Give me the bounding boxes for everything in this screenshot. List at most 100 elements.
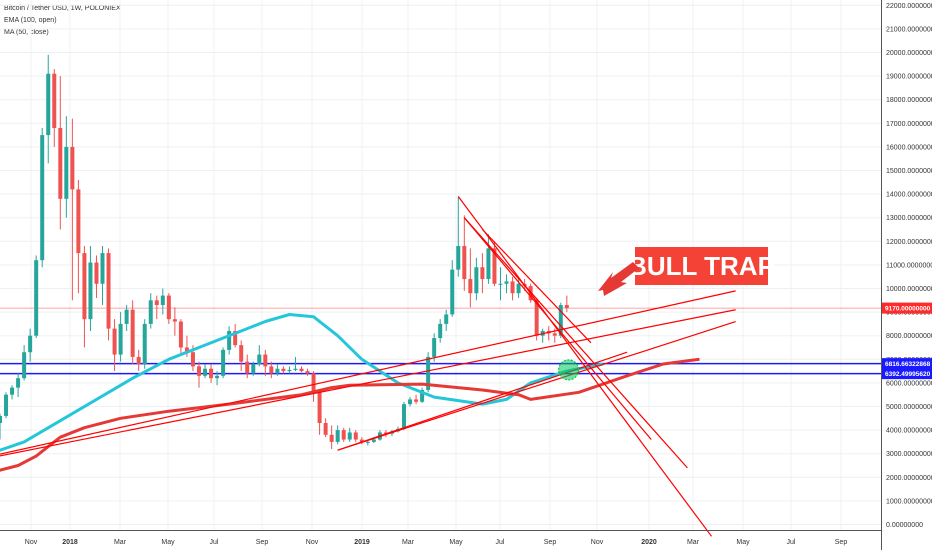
x-tick-label: Sep (544, 539, 557, 546)
y-tick-label: 20000.00000000 (886, 50, 932, 57)
candle-body (353, 432, 358, 440)
candle-body (450, 269, 455, 315)
candle-body (76, 189, 81, 254)
horizontal-levels (0, 307, 881, 375)
candle-body (245, 361, 250, 374)
candle-body (486, 248, 491, 280)
x-tick-label: May (161, 539, 175, 546)
candle-body (371, 439, 376, 442)
y-tick-label: 13000.00000000 (886, 215, 932, 222)
x-tick-label: 2020 (641, 539, 657, 546)
y-tick-label: 14000.00000000 (886, 192, 932, 199)
candle-body (64, 146, 69, 199)
trend-line (457, 196, 713, 537)
candle-body (329, 434, 334, 442)
x-tick-label: Sep (256, 539, 269, 546)
candle-body (444, 314, 449, 324)
bull-trap-box (635, 247, 768, 285)
candle-body (34, 260, 39, 336)
y-tick-label: 22000.00000000 (886, 3, 932, 10)
candle-body (118, 323, 123, 355)
candle-body (82, 253, 87, 320)
y-tick-label: 5000.00000000 (886, 404, 932, 411)
candle-body (552, 333, 557, 336)
y-tick-label: 17000.00000000 (886, 121, 932, 128)
candle-body (16, 378, 21, 388)
ema-indicator-label: EMA (100, open) (4, 17, 57, 24)
candle-body (504, 281, 509, 284)
candle-body (558, 305, 563, 336)
candle-body (4, 394, 9, 416)
candle-body (100, 253, 105, 284)
candle-body (492, 248, 497, 284)
trend-line (0, 290, 736, 455)
y-tick-label: 8000.00000000 (886, 333, 932, 340)
chart-grid (0, 0, 881, 530)
candle-body (257, 354, 262, 365)
highlight-circle (558, 359, 580, 381)
candle-body (305, 371, 310, 374)
candle-body (263, 354, 268, 367)
trend-line (481, 229, 592, 344)
x-tick-label: Nov (25, 539, 38, 546)
candle-body (148, 300, 153, 324)
candle-body (124, 309, 129, 324)
y-tick-label: 6000.00000000 (886, 380, 932, 387)
x-tick-label: Jul (210, 539, 219, 546)
candle-body (474, 267, 479, 294)
bull-trap-arrow (598, 262, 639, 296)
candle-body (498, 283, 503, 285)
x-tick-label: Jul (787, 539, 796, 546)
x-tick-label: Mar (687, 539, 700, 546)
candle-body (160, 295, 165, 306)
candle-body (203, 368, 208, 376)
candle-body (70, 146, 75, 190)
candle-body (227, 330, 232, 350)
candle-body (402, 404, 407, 429)
candle-body (432, 338, 437, 357)
candle-body (196, 366, 201, 376)
y-tick-label: 16000.00000000 (886, 144, 932, 151)
candle-body (317, 392, 322, 424)
candle-body (190, 352, 195, 367)
trend-line (0, 309, 736, 457)
x-tick-label: Sep (835, 539, 848, 546)
candle-body (516, 283, 521, 294)
candle-body (0, 415, 2, 424)
candle-body (438, 323, 443, 339)
candle-body (251, 364, 256, 374)
candle-body (46, 73, 51, 136)
price-level-badge (882, 302, 932, 314)
y-tick-label: 3000.00000000 (886, 451, 932, 458)
candle-body (534, 300, 539, 336)
candle-body (293, 368, 298, 370)
candle-body (323, 423, 328, 435)
ma-indicator-label: MA (50, close) (4, 29, 49, 36)
candle-body (184, 347, 189, 353)
candle-body (10, 387, 15, 395)
candle-body (383, 432, 388, 434)
candle-body (414, 399, 419, 402)
x-tick-label: Mar (114, 539, 127, 546)
candle-body (426, 356, 431, 390)
candle-body (311, 373, 316, 393)
candle-body (281, 368, 286, 372)
y-tick-label: 2000.00000000 (886, 475, 932, 482)
y-tick-label: 4000.00000000 (886, 428, 932, 435)
trend-line (463, 217, 688, 469)
trend-line (337, 351, 628, 451)
bull-trap-label: BULL TRAP (628, 251, 775, 281)
candle-body (269, 366, 274, 374)
x-tick-label: May (449, 539, 463, 546)
candle-body (456, 246, 461, 270)
candle-body (94, 262, 99, 284)
candle-body (112, 328, 117, 355)
y-tick-label: 11000.00000000 (886, 262, 932, 269)
ema-100-line (0, 357, 700, 472)
candle-body (365, 441, 370, 443)
indicator-lines (0, 313, 700, 472)
x-tick-label: May (736, 539, 750, 546)
y-tick-label: 18000.00000000 (886, 97, 932, 104)
